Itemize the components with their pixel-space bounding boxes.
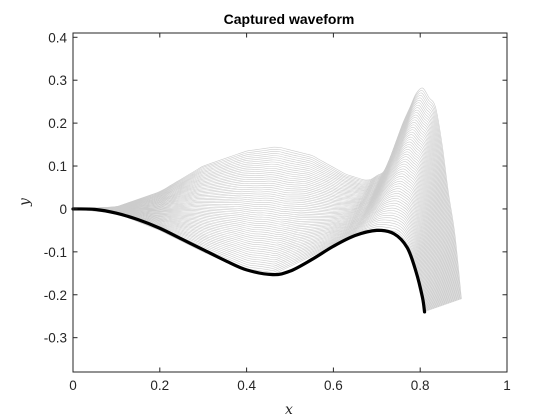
x-tick-label: 0.8 bbox=[411, 378, 430, 393]
y-axis-label: y bbox=[17, 197, 33, 207]
background-curve bbox=[72, 151, 446, 305]
x-tick-label: 0 bbox=[69, 378, 77, 393]
x-tick-label: 1 bbox=[503, 378, 511, 393]
background-curve bbox=[72, 171, 441, 307]
background-curve bbox=[72, 193, 435, 309]
background-curve bbox=[72, 183, 438, 308]
background-curve bbox=[72, 207, 432, 310]
background-curve bbox=[72, 195, 435, 309]
x-tick-label: 0.2 bbox=[150, 378, 169, 393]
background-curve bbox=[72, 166, 442, 307]
background-curve bbox=[72, 208, 428, 311]
y-tick-label: -0.2 bbox=[44, 288, 67, 303]
background-curve bbox=[72, 188, 437, 309]
background-curve bbox=[72, 208, 428, 312]
axis-ticks: 0 0.2 0.4 0.6 0.8 1 0.4 0.3 0.2 0.1 0 -0.1 -0.2 -0.3 bbox=[44, 30, 511, 393]
y-tick-label: 0.3 bbox=[48, 73, 67, 88]
background-curve bbox=[72, 163, 443, 306]
background-curve bbox=[72, 90, 462, 300]
y-tick-label: 0.4 bbox=[48, 30, 67, 45]
background-curve bbox=[72, 173, 440, 307]
background-curve bbox=[72, 200, 433, 310]
background-curve bbox=[72, 205, 432, 310]
background-curve bbox=[72, 168, 442, 307]
background-curve-family bbox=[72, 87, 462, 312]
background-curve bbox=[72, 178, 439, 308]
background-curve bbox=[72, 148, 447, 305]
background-curve bbox=[72, 208, 429, 311]
highlighted-series bbox=[71, 207, 427, 314]
background-curve bbox=[72, 202, 433, 310]
y-tick-label: 0 bbox=[59, 202, 67, 217]
background-curve bbox=[72, 175, 440, 307]
x-tick-label: 0.4 bbox=[237, 378, 256, 393]
background-curve bbox=[72, 198, 434, 309]
background-curve bbox=[72, 153, 445, 305]
background-curve bbox=[72, 87, 462, 300]
background-curve bbox=[72, 208, 430, 311]
background-curve bbox=[72, 208, 431, 311]
x-tick-label: 0.6 bbox=[324, 378, 343, 393]
plot-box bbox=[72, 32, 508, 373]
background-curve bbox=[72, 146, 447, 305]
y-tick-label: -0.3 bbox=[44, 331, 67, 346]
y-tick-label: 0.1 bbox=[48, 159, 67, 174]
background-curve bbox=[72, 208, 430, 311]
background-curve bbox=[72, 180, 438, 308]
background-curve bbox=[72, 158, 444, 306]
highlighted-curve bbox=[71, 207, 427, 314]
y-tick-label: 0.2 bbox=[48, 116, 67, 131]
axes-frame bbox=[72, 32, 508, 373]
background-curve bbox=[72, 190, 436, 309]
x-axis-label: x bbox=[285, 402, 293, 418]
y-tick-label: -0.1 bbox=[44, 245, 67, 260]
background-curve bbox=[72, 185, 437, 308]
chart-title: Captured waveform bbox=[224, 11, 355, 27]
background-curve bbox=[72, 161, 443, 306]
background-curve bbox=[72, 156, 445, 306]
